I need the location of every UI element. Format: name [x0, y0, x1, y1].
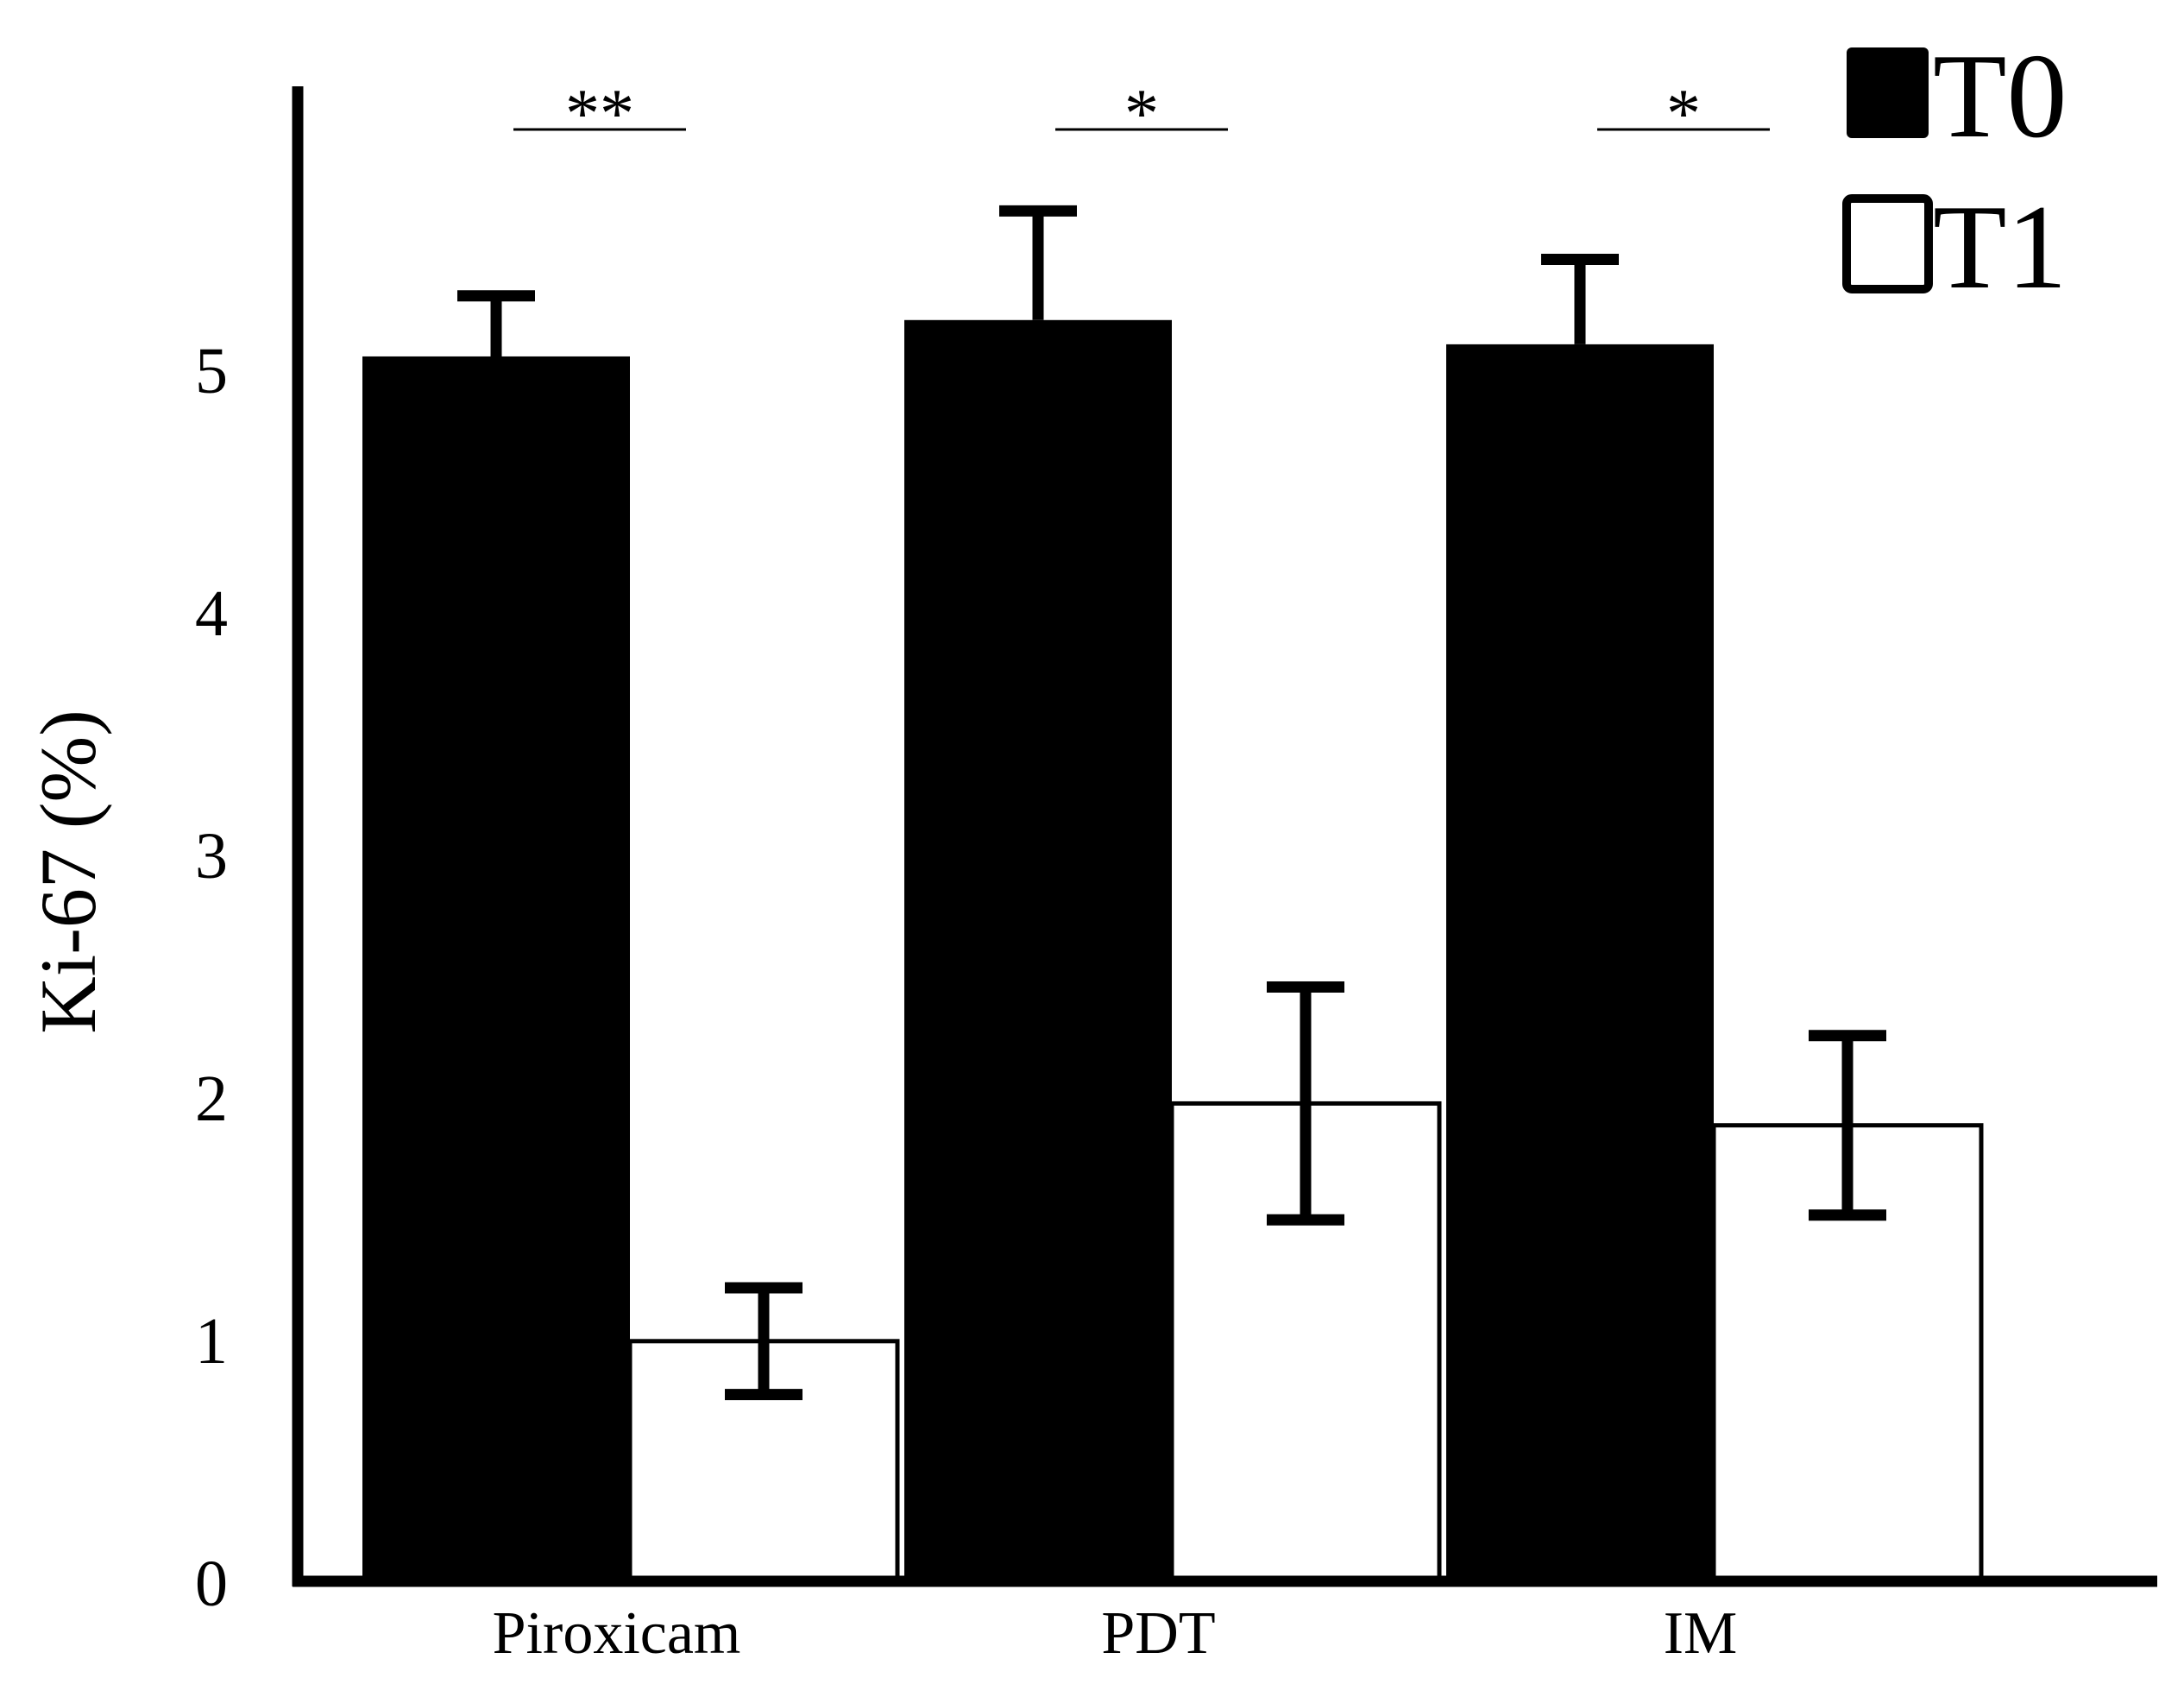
bar-t0-pdt [904, 319, 1172, 1581]
significance-mark-piroxicam: ** [565, 76, 634, 152]
legend-label-t1: T1 [1933, 180, 2068, 314]
x-category-labels: Piroxicam PDT IM [493, 1600, 1738, 1667]
significance-mark-im: * [1666, 76, 1701, 152]
y-tick-label-4: 4 [195, 577, 228, 650]
y-tick-labels: 0 1 2 3 4 5 [195, 335, 228, 1620]
bar-t0-im [1446, 344, 1714, 1581]
y-axis-label: Ki-67 (%) [24, 710, 112, 1034]
y-tick-label-2: 2 [195, 1063, 228, 1135]
y-tick-label-1: 1 [195, 1305, 228, 1378]
y-tick-label-0: 0 [195, 1548, 228, 1620]
significance-markers: ** * * [513, 76, 1770, 152]
x-category-label-im: IM [1664, 1600, 1738, 1667]
x-category-label-piroxicam: Piroxicam [493, 1600, 741, 1667]
legend-swatch-t0 [1847, 47, 1929, 138]
x-category-label-pdt: PDT [1101, 1600, 1215, 1667]
legend-swatch-t1 [1842, 194, 1933, 293]
y-tick-label-5: 5 [195, 335, 228, 407]
significance-mark-pdt: * [1124, 76, 1159, 152]
bars-layer [362, 319, 1984, 1584]
axes-layer [292, 86, 2157, 1587]
y-tick-label-3: 3 [195, 820, 228, 892]
bar-t0-piroxicam [362, 356, 630, 1582]
legend-label-t0: T0 [1933, 29, 2068, 163]
error-bars-layer [457, 205, 1886, 1401]
